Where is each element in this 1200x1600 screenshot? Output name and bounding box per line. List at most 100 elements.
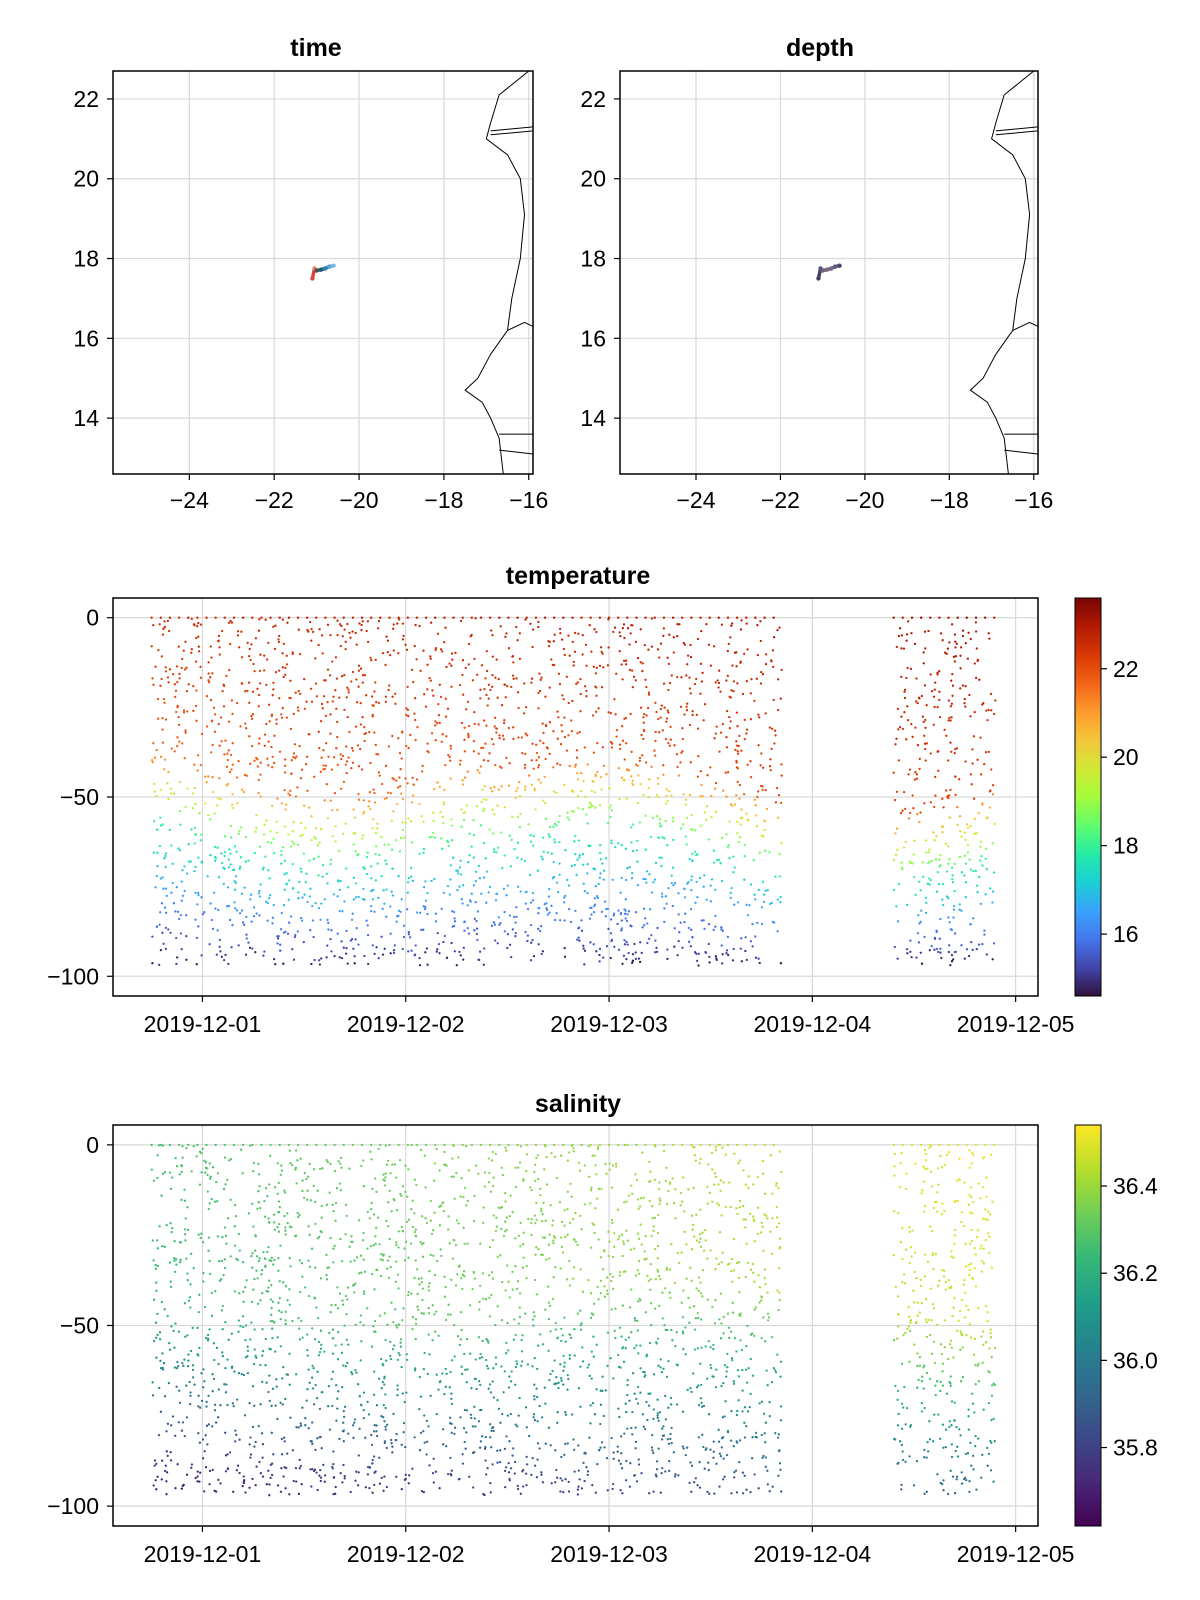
data-point <box>326 668 330 671</box>
data-point <box>215 953 218 956</box>
data-point <box>331 835 334 838</box>
data-point <box>206 1339 210 1342</box>
data-point <box>720 926 723 929</box>
data-point <box>406 1195 409 1198</box>
data-point <box>580 772 583 775</box>
data-point <box>745 958 748 962</box>
data-point <box>579 1365 582 1368</box>
data-point <box>717 681 721 685</box>
data-point <box>587 844 590 847</box>
data-point <box>181 742 184 745</box>
data-point <box>661 1466 664 1470</box>
data-point <box>263 669 266 672</box>
data-point <box>653 1216 657 1220</box>
data-point <box>247 1212 251 1215</box>
data-point <box>288 1149 292 1152</box>
data-point <box>579 1328 583 1331</box>
data-point <box>726 846 730 849</box>
data-point <box>507 1280 510 1283</box>
data-point <box>738 1199 742 1203</box>
data-point <box>318 841 321 844</box>
data-point <box>375 753 378 756</box>
data-point <box>314 1266 317 1269</box>
data-point <box>738 1159 742 1162</box>
data-point <box>253 759 256 762</box>
data-point <box>331 1352 335 1355</box>
data-point <box>473 1417 476 1420</box>
data-point <box>452 910 456 914</box>
data-point <box>745 622 748 625</box>
data-point <box>733 866 736 869</box>
data-point <box>744 936 747 939</box>
data-point <box>344 1365 347 1368</box>
data-point <box>479 765 482 768</box>
data-point <box>171 673 175 676</box>
data-point <box>978 678 981 681</box>
data-point <box>763 849 767 852</box>
data-point <box>334 689 337 692</box>
data-point <box>188 1380 191 1384</box>
data-point <box>207 813 210 817</box>
data-point <box>259 653 262 656</box>
data-point <box>760 906 764 909</box>
data-point <box>466 1199 469 1203</box>
data-point <box>764 1441 767 1444</box>
data-point <box>735 759 738 763</box>
data-point <box>762 766 765 769</box>
coastline-segment <box>1004 449 1039 455</box>
data-point <box>513 915 516 919</box>
data-point <box>362 1292 366 1296</box>
data-point <box>754 814 758 817</box>
data-point <box>345 745 348 748</box>
data-point <box>389 1265 392 1269</box>
data-point <box>312 1367 315 1370</box>
data-point <box>553 1359 556 1362</box>
data-point <box>650 891 654 894</box>
data-point <box>752 1183 755 1186</box>
data-point <box>920 962 924 965</box>
data-point <box>383 1420 386 1423</box>
data-point <box>763 1432 766 1435</box>
data-point <box>635 1178 639 1182</box>
data-point <box>708 1492 711 1495</box>
data-point <box>427 1333 430 1336</box>
data-point <box>463 750 466 753</box>
data-point <box>390 848 394 851</box>
data-point <box>916 812 919 816</box>
data-point <box>384 859 387 862</box>
data-point <box>429 679 432 682</box>
data-point <box>559 1267 562 1270</box>
colorbar-tick-label: 16 <box>1113 921 1139 947</box>
data-point <box>630 669 634 672</box>
data-point <box>744 949 747 953</box>
data-point <box>435 1412 438 1416</box>
data-point <box>753 893 756 896</box>
data-point <box>419 1395 423 1398</box>
data-point <box>681 946 684 949</box>
data-point <box>169 1451 172 1454</box>
x-tick-label: −24 <box>170 487 209 513</box>
data-point <box>656 782 660 786</box>
data-point <box>420 1277 423 1280</box>
data-point <box>394 702 397 705</box>
data-point <box>521 1243 525 1246</box>
data-point <box>405 713 408 717</box>
data-point <box>751 1374 755 1377</box>
data-point <box>562 1383 565 1386</box>
data-point <box>396 1358 400 1362</box>
data-point <box>451 658 454 661</box>
data-point <box>241 1261 245 1264</box>
data-point <box>640 733 643 737</box>
data-point <box>508 943 512 946</box>
data-point <box>566 878 569 882</box>
data-point <box>667 688 670 692</box>
data-point <box>656 1231 660 1235</box>
data-point <box>430 732 434 735</box>
data-point <box>194 802 197 806</box>
data-point <box>259 1299 262 1302</box>
data-point <box>301 1336 304 1339</box>
data-point <box>482 809 485 813</box>
data-point <box>160 902 164 905</box>
data-point <box>568 1354 571 1357</box>
data-point <box>407 1168 410 1171</box>
